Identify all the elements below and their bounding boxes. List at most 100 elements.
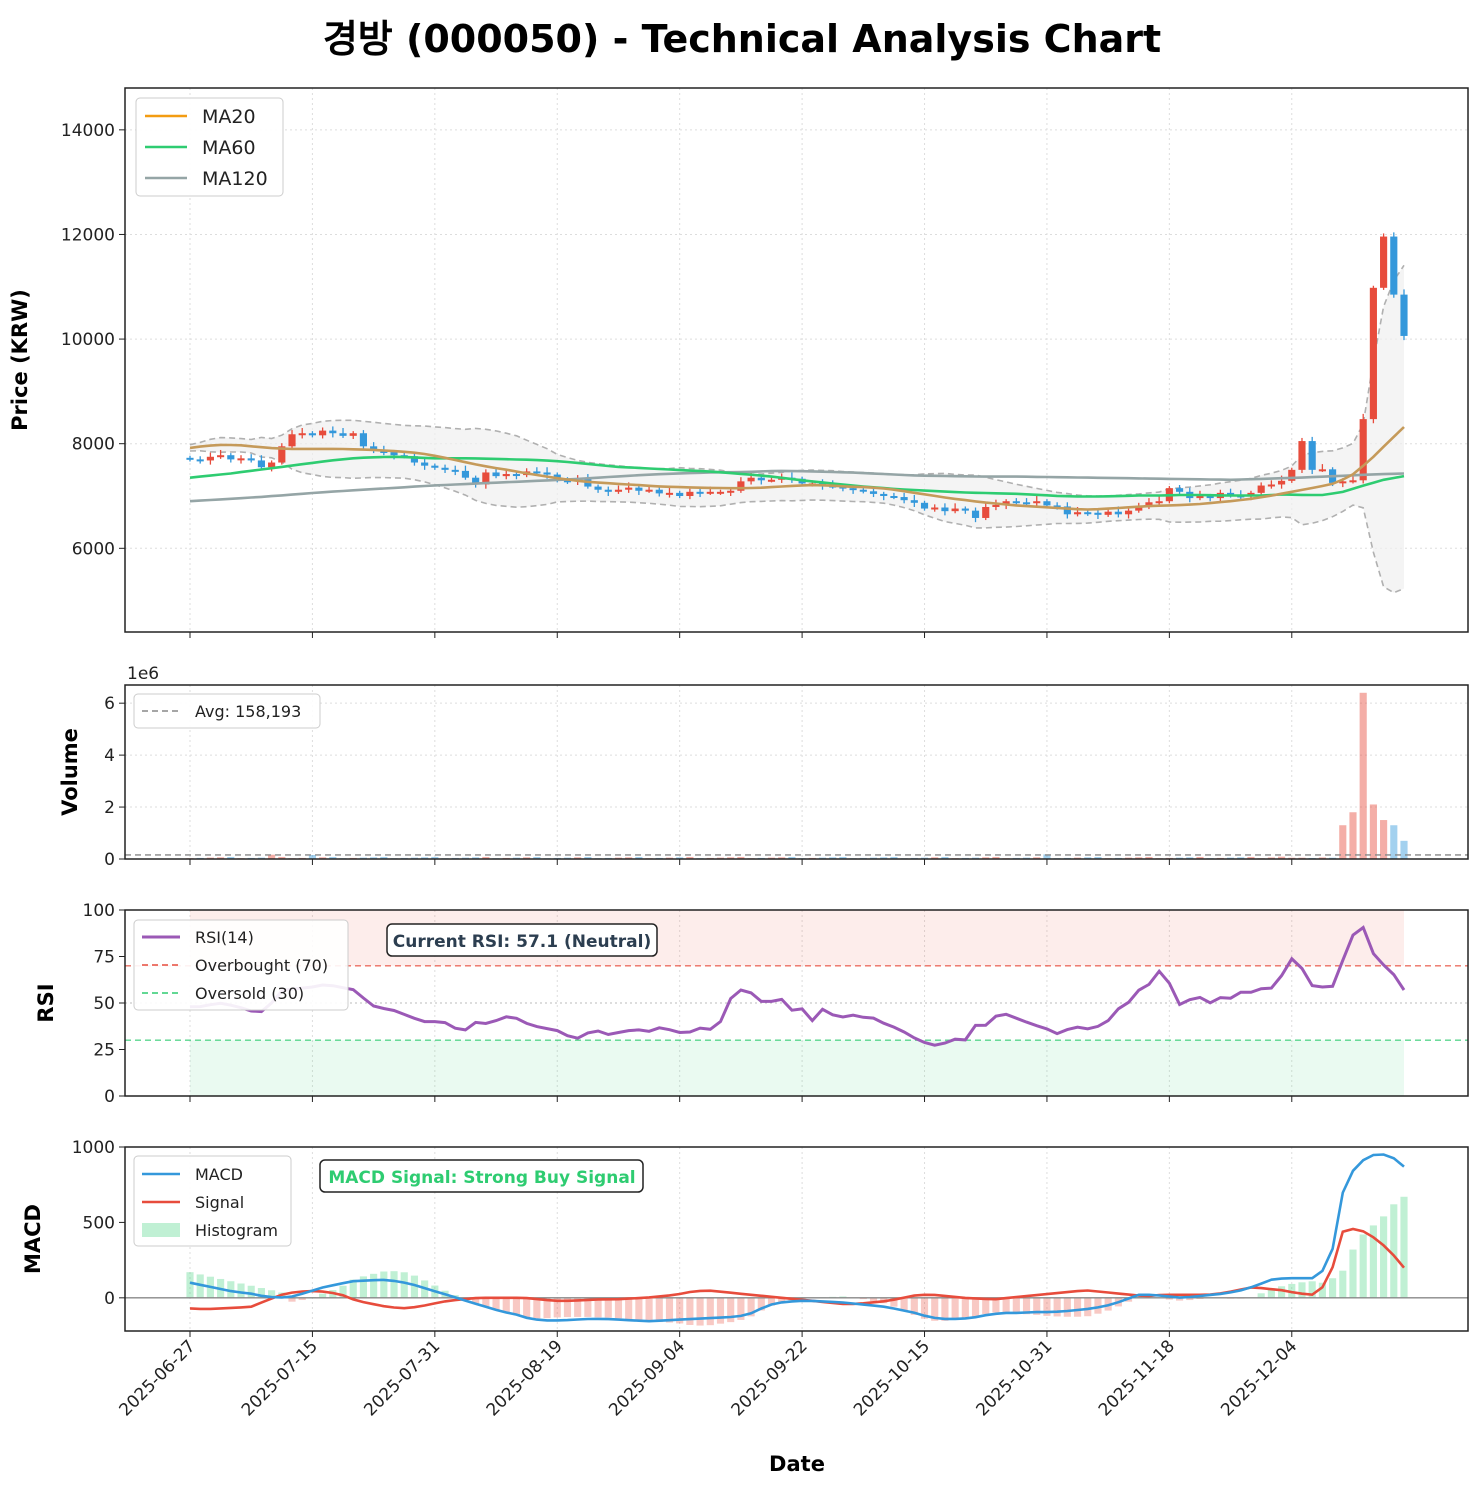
volume-legend-label: Avg: 158,193 [195,702,301,721]
volume-bar [1278,856,1286,859]
volume-bar [1043,854,1051,859]
candle-body [635,487,643,491]
candle-body [206,456,214,461]
macd-histogram-bar [645,1297,653,1322]
macd-histogram-bar [706,1297,714,1326]
macd-histogram-bar [298,1297,306,1301]
candle-body [1145,502,1153,506]
candle-body [1288,469,1296,481]
candle-body [1073,512,1082,515]
x-tick-label: 2025-09-22 [728,1336,812,1420]
candle-body [1298,441,1306,470]
candle-body [257,460,265,468]
macd-annotation: MACD Signal: Strong Buy Signal [319,1159,644,1193]
volume-bar [319,857,327,859]
volume-bar [1084,857,1092,859]
x-tick-label: 2025-07-15 [238,1336,322,1420]
x-tick-label: 2025-09-04 [605,1336,689,1420]
macd-histogram-bar [757,1297,765,1311]
macd-histogram-bar [1278,1286,1286,1298]
volume-bar [421,857,429,859]
macd-histogram-bar [1400,1196,1408,1298]
macd-histogram-bar [1339,1270,1347,1298]
candle-body [665,492,674,495]
macd-histogram-bar [625,1297,633,1320]
macd-histogram-bar [502,1297,510,1313]
macd-histogram-bar [1186,1297,1194,1301]
macd-histogram-bar [951,1297,959,1320]
macd-histogram-bar [1073,1297,1082,1317]
candle-body [696,491,704,494]
candle-body [288,434,296,447]
legend-label-ma60: MA60 [202,137,256,159]
candle-body [727,490,735,493]
candle-body [1124,510,1133,515]
volume-bar [635,856,643,859]
candle-body [1175,488,1184,492]
rsi-ytick-label: 50 [93,994,115,1014]
macd-legend: MACD Signal Histogram [133,1155,292,1247]
volume-bar [727,857,735,859]
candle-body [421,462,429,466]
volume-ytick-label: 0 [104,850,115,870]
volume-bar [1247,856,1255,859]
candle-body [410,456,419,463]
macd-histogram-bar [1298,1282,1306,1298]
macd-histogram-bar [288,1297,296,1302]
macd-histogram-bar [635,1297,643,1321]
macd-histogram-bar [1380,1216,1388,1298]
macd-histogram-bar [1002,1297,1010,1313]
volume-bar [941,856,949,859]
macd-histogram-bar [971,1297,980,1317]
volume-bar [880,857,888,859]
candle-body [920,502,929,509]
macd-histogram-bar [920,1297,929,1319]
ma60-line [189,455,1405,498]
candle-body [971,510,980,518]
macd-histogram-bar [359,1276,367,1298]
macd-frame [124,1146,1469,1332]
macd-histogram-bar [482,1297,490,1307]
candle-body [951,508,959,512]
volume-axis-label: Volume [58,728,82,816]
rsi-overbought-zone [190,910,1404,966]
candle-body [1400,294,1408,336]
macd-histogram-bar [992,1297,1000,1313]
rsi-ytick-label: 75 [93,948,115,968]
macd-ytick-label: 1000 [72,1138,115,1158]
macd-histogram-bar [237,1283,245,1298]
candle-body [604,489,612,492]
volume-frame [124,684,1469,860]
volume-legend: Avg: 158,193 [133,693,321,729]
macd-histogram-bar [268,1290,276,1298]
volume-bar [370,857,378,859]
price-legend-box [135,97,284,197]
price-ytick-label: 12000 [61,225,115,245]
candle-body [1369,287,1377,420]
candle-body [308,433,316,436]
macd-histogram-bar [227,1281,235,1298]
candle-body [533,471,541,474]
macd-histogram-bar [869,1297,878,1302]
macd-histogram-bar [1033,1297,1041,1315]
macd-histogram-bar [1308,1281,1316,1298]
volume-bar [1237,857,1245,859]
macd-histogram-bar [1329,1278,1337,1298]
macd-histogram-bar [339,1285,347,1298]
volume-bar [1318,857,1326,859]
candle-body [1359,419,1367,481]
volume-bar [1359,692,1367,859]
candle-body [1114,511,1122,515]
macd-histogram-bar [1175,1297,1184,1301]
rsi-line [189,925,1406,1047]
macd-histogram-bar [1349,1249,1357,1298]
candle-body [472,477,480,485]
rsi-legend: RSI(14) Overbought (70) Oversold (30) [133,919,349,1011]
candle-body [1339,481,1347,484]
volume-bar [778,857,786,859]
macd-histogram-bar [716,1297,725,1324]
volume-bar [217,857,225,859]
macd-histogram-bar [696,1297,704,1326]
candle-body [380,451,388,454]
rsi-legend-label: Oversold (30) [195,984,304,1003]
